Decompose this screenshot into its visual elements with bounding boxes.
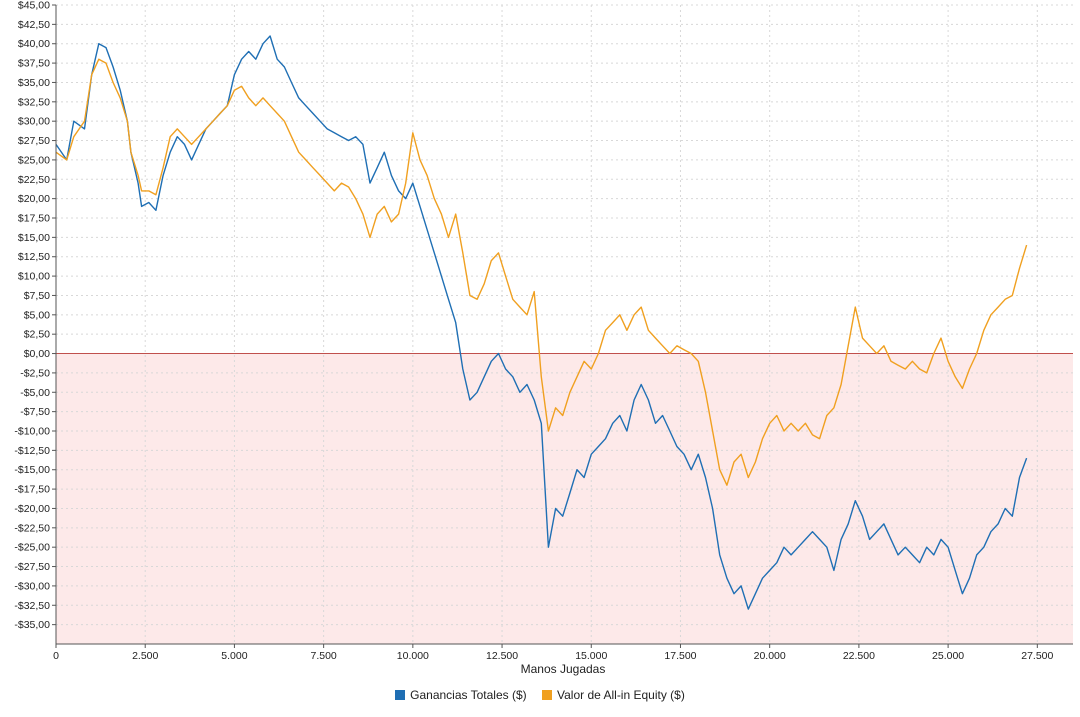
legend-item-ganancias: Ganancias Totales ($) [395,688,527,702]
y-tick-label: -$27,50 [14,561,50,573]
y-tick-label: $27,50 [18,135,50,147]
y-tick-label: $42,50 [18,19,50,31]
y-tick-label: $25,00 [18,154,50,166]
y-tick-label: -$5,00 [20,387,50,399]
y-tick-label: -$2,50 [20,367,50,379]
x-tick-label: 25.000 [932,650,964,662]
y-tick-label: -$12,50 [14,445,50,457]
x-tick-label: 5.000 [221,650,247,662]
grid-lines [55,4,1073,644]
y-tick-label: $10,00 [18,271,50,283]
x-tick-label: 7.500 [310,650,336,662]
x-tick-labels: 0 2.500 5.000 7.500 10.000 12.500 15.000 17.500… [53,650,1053,662]
y-tick-labels: $45,00 $42,50 $40,00 $37,50 $35,00 $32,50 $30,… [14,0,50,631]
legend-label-ganancias: Ganancias Totales ($) [410,688,527,702]
y-tick-label: $30,00 [18,116,50,128]
legend: Ganancias Totales ($) Valor de All-in Eq… [0,688,1080,703]
y-tick-label: $12,50 [18,251,50,263]
positive-region [56,5,1073,354]
y-tick-label: -$10,00 [14,426,50,438]
x-tick-label: 20.000 [754,650,786,662]
x-tick-label: 2.500 [132,650,158,662]
y-tick-label: -$30,00 [14,580,50,592]
x-tick-label: 0 [53,650,59,662]
x-tick-label: 12.500 [486,650,518,662]
y-tick-label: -$32,50 [14,600,50,612]
x-tick-label: 27.500 [1021,650,1053,662]
y-tick-label: $35,00 [18,77,50,89]
y-tick-label: -$15,00 [14,464,50,476]
negative-region [56,353,1073,644]
x-tick-label: 15.000 [575,650,607,662]
y-tick-label: -$25,00 [14,542,50,554]
y-tick-label: $17,50 [18,213,50,225]
y-tick-label: $20,00 [18,193,50,205]
y-tick-label: -$20,00 [14,503,50,515]
y-tick-label: $37,50 [18,58,50,70]
y-tick-label: $5,00 [24,309,50,321]
y-tick-label: -$22,50 [14,522,50,534]
series-line-1 [55,58,1028,486]
legend-swatch-blue [395,690,406,700]
y-tick-label: $32,50 [18,96,50,108]
y-tick-label: $45,00 [18,0,50,12]
y-tick-label: $40,00 [18,38,50,50]
y-tick-label: -$35,00 [14,619,50,631]
plot-background [56,5,1073,644]
axes [52,4,1073,648]
x-axis-label: Manos Jugadas [521,662,606,676]
y-tick-label: $0,00 [24,348,50,360]
y-tick-label: $7,50 [24,290,50,302]
y-tick-label: $22,50 [18,174,50,186]
y-tick-label: -$17,50 [14,484,50,496]
y-tick-label: -$7,50 [20,406,50,418]
y-tick-label: $15,00 [18,232,50,244]
y-tick-label: $2,50 [24,329,50,341]
x-tick-label: 17.500 [664,650,696,662]
x-tick-label: 22.500 [843,650,875,662]
x-tick-label: 10.000 [397,650,429,662]
legend-swatch-orange [542,690,552,700]
series-lines [55,35,1028,610]
legend-label-equity: Valor de All-in Equity ($) [557,688,685,702]
legend-item-equity: Valor de All-in Equity ($) [542,688,685,702]
